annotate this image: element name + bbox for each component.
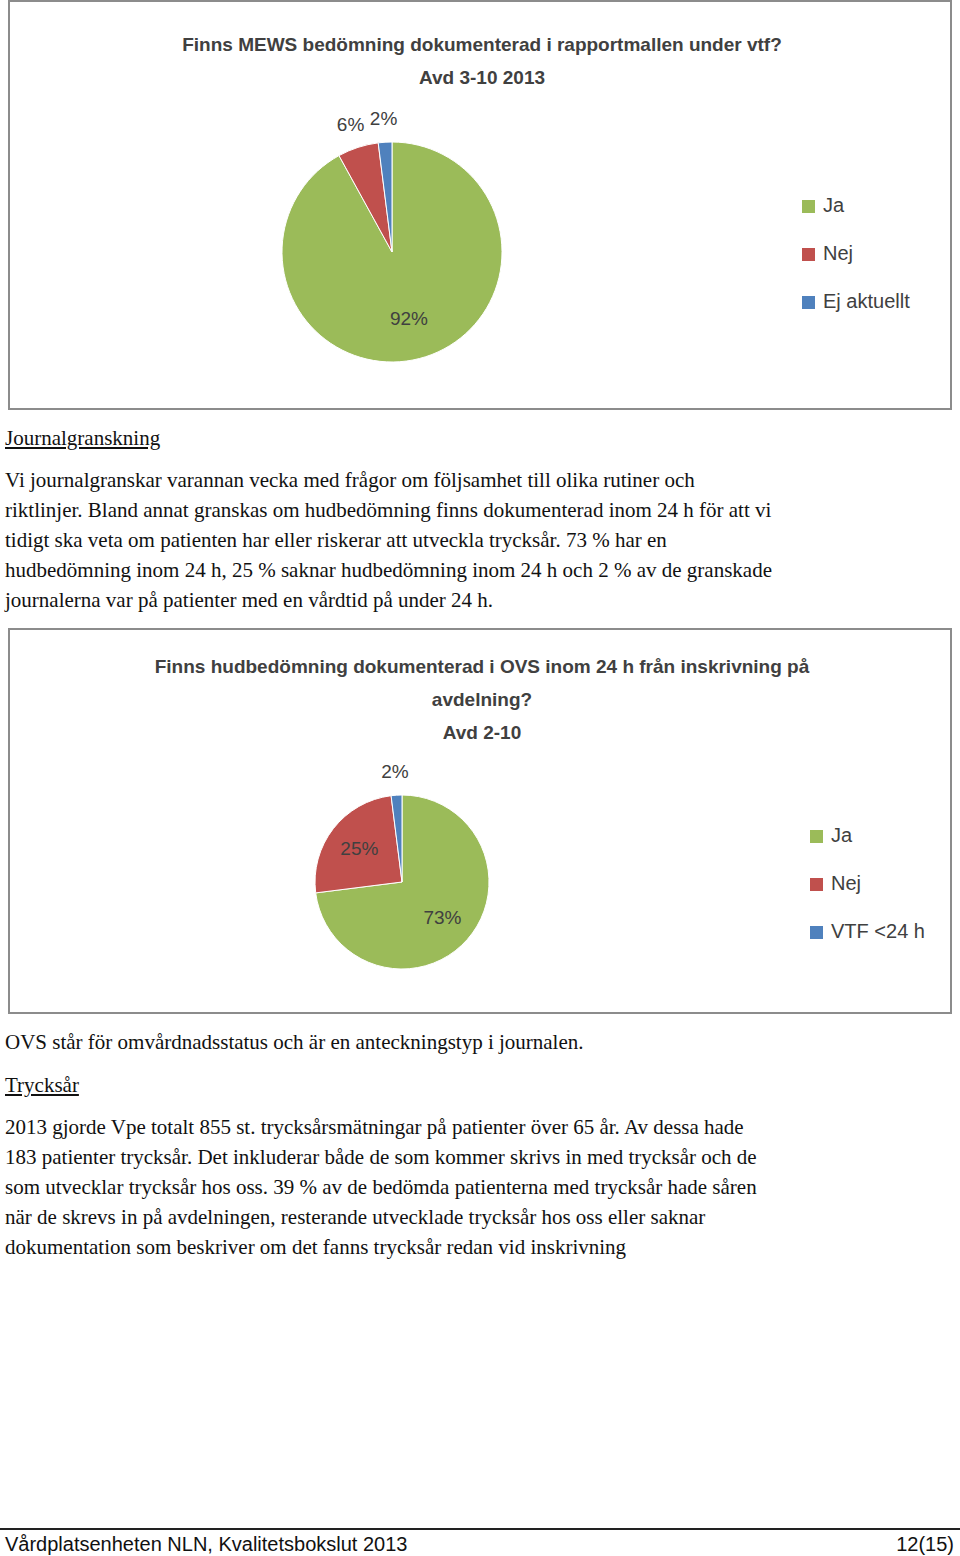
html-text:Vårdplatsenheten NLN, Kvalitet: Vårdplatsenheten NLN, Kvalitetsbokslut 2… (5, 1533, 408, 1555)
html-text:2013 gjorde Vpe totalt 855 st.: 2013 gjorde Vpe totalt 855 st. trycksårs… (5, 1115, 744, 1139)
svg-text:92%: 92% (390, 308, 428, 329)
svg-text:73%: 73% (423, 907, 461, 928)
html-text:när de skrevs in på avdelninge: när de skrevs in på avdelningen, restera… (5, 1205, 706, 1229)
svg-text:2%: 2% (370, 108, 398, 129)
html-text:Ja: Ja (823, 194, 845, 216)
html-text:12(15): 12(15) (896, 1533, 954, 1555)
html-text:Ja: Ja (831, 824, 853, 846)
html-text:VTF <24 h: VTF <24 h (831, 920, 925, 942)
html-text:183 patienter trycksår. Det in: 183 patienter trycksår. Det inkluderar b… (5, 1145, 757, 1169)
html-text:Avd 3-10 2013: Avd 3-10 2013 (419, 67, 545, 88)
html-text:OVS står för omvårdnadsstatus: OVS står för omvårdnadsstatus och är en … (5, 1030, 584, 1054)
html-text:som utvecklar trycksår hos oss: som utvecklar trycksår hos oss. 39 % av … (5, 1175, 757, 1199)
html-text:Journalgranskning: Journalgranskning (5, 426, 161, 450)
svg-text:6%: 6% (337, 114, 365, 135)
html-text:Avd 2-10: Avd 2-10 (442, 722, 522, 743)
html-text:Ej aktuellt: Ej aktuellt (823, 290, 910, 312)
html-text:Nej: Nej (831, 872, 861, 894)
html-text:dokumentation som beskriver om: dokumentation som beskriver om det fanns… (5, 1235, 627, 1259)
html-text:riktlinjer. Bland annat gransk: riktlinjer. Bland annat granskas om hudb… (5, 498, 772, 522)
html-text:Nej: Nej (823, 242, 853, 264)
html-text:Trycksår: Trycksår (5, 1073, 79, 1097)
html-text:Vi journalgranskar varannan ve: Vi journalgranskar varannan vecka med fr… (5, 468, 695, 492)
svg-text:2%: 2% (381, 761, 409, 782)
html-text:tidigt ska veta om patienten h: tidigt ska veta om patienten har eller r… (5, 528, 667, 552)
html-text:Finns MEWS bedömning dokumente: Finns MEWS bedömning dokumenterad i rapp… (182, 34, 782, 55)
html-text:Finns hudbedömning dokumentera: Finns hudbedömning dokumenterad i OVS in… (154, 656, 810, 710)
html-text:journalerna var på patienter m: journalerna var på patienter med en vård… (5, 588, 494, 612)
html-text:hudbedömning inom 24 h, 25 % s: hudbedömning inom 24 h, 25 % saknar hudb… (5, 558, 772, 582)
svg-text:25%: 25% (340, 838, 378, 859)
